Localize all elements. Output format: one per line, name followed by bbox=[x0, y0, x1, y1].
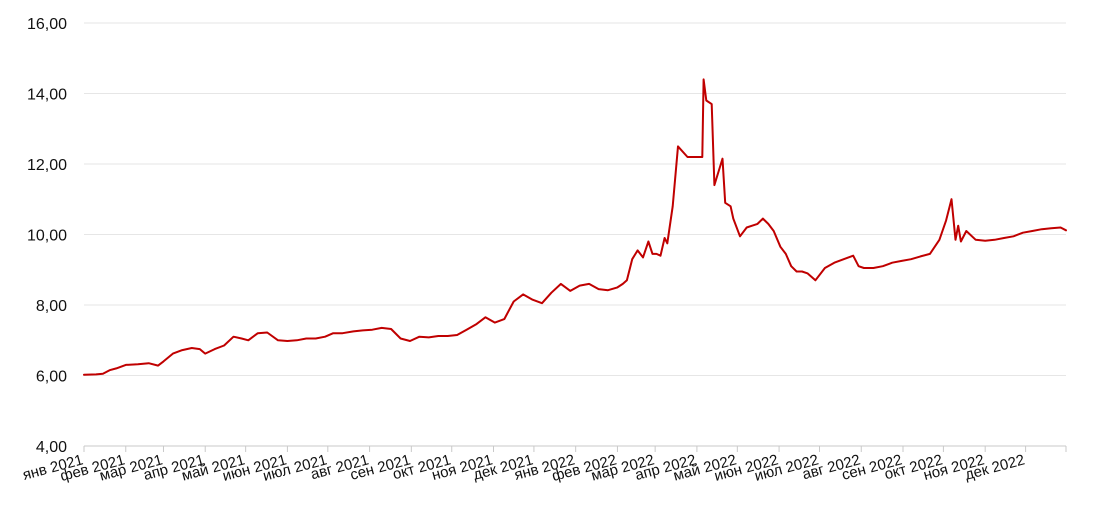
y-tick-label: 8,00 bbox=[36, 298, 67, 315]
series-line bbox=[83, 78, 1067, 376]
series-group bbox=[83, 78, 1067, 376]
y-tick-label: 4,00 bbox=[36, 439, 67, 456]
grid-lines bbox=[84, 22, 1066, 376]
y-tick-label: 6,00 bbox=[36, 369, 67, 386]
y-tick-label: 16,00 bbox=[27, 16, 67, 33]
y-axis: 4,00 6,00 8,00 10,00 12,00 14,00 16,00 bbox=[27, 16, 67, 456]
y-tick-label: 12,00 bbox=[27, 157, 67, 174]
y-tick-label: 10,00 bbox=[27, 228, 67, 245]
y-tick-label: 14,00 bbox=[27, 87, 67, 104]
